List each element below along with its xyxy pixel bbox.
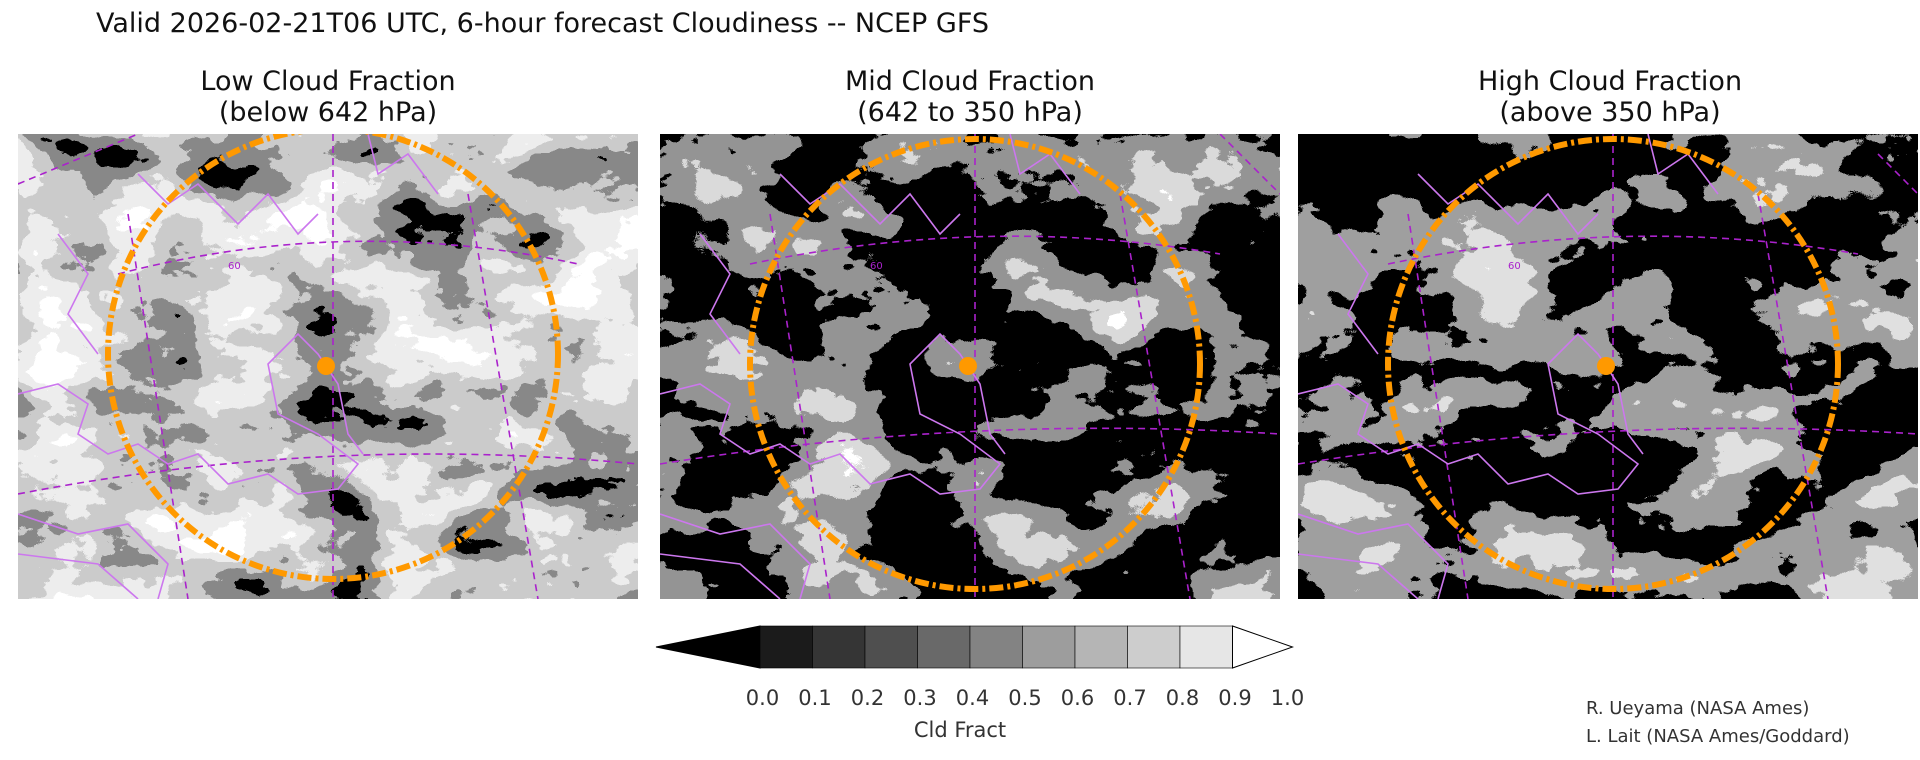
station-marker [1597, 357, 1615, 375]
colorbar-tick-label: 1.0 [1270, 686, 1305, 710]
colorbar-under-triangle [655, 625, 761, 669]
figure-title: Valid 2026-02-21T06 UTC, 6-hour forecast… [96, 8, 990, 39]
graticule-label: 60 [870, 261, 883, 272]
colorbar-segment [917, 625, 971, 669]
coastlines [18, 134, 439, 599]
colorbar-tick-label: 0.7 [1113, 686, 1147, 710]
range-ring [105, 134, 561, 582]
colorbar-tick-label: 0.2 [850, 686, 885, 710]
colorbar-segment [759, 625, 813, 669]
panel-title-line1: Mid Cloud Fraction [844, 66, 1095, 97]
panel-title-line2: (642 to 350 hPa) [857, 97, 1083, 128]
colorbar-tick-label: 0.0 [745, 686, 780, 710]
station-marker [317, 357, 335, 375]
credit-line-1: R. Ueyama (NASA Ames) [1586, 698, 1810, 719]
map-panel-mid: 60 [660, 134, 1280, 599]
colorbar-segment [969, 625, 1023, 669]
credit-line-2: L. Lait (NASA Ames/Goddard) [1586, 726, 1850, 747]
panel-title-line2: (below 642 hPa) [218, 97, 438, 128]
colorbar-segment [864, 625, 918, 669]
colorbar-tick-label: 0.5 [1008, 686, 1042, 710]
colorbar-label: Cld Fract [913, 718, 1007, 742]
colorbar-tick-label: 0.9 [1218, 686, 1252, 710]
graticule-label: 60 [1508, 261, 1521, 272]
panel-title-line1: High Cloud Fraction [1477, 66, 1743, 97]
colorbar [655, 625, 1305, 673]
colorbar-tick-label: 0.6 [1060, 686, 1095, 710]
panel-title-high: High Cloud Fraction (above 350 hPa) [1300, 66, 1920, 128]
colorbar-segment [1074, 625, 1128, 669]
coastlines [1298, 134, 1719, 599]
panel-title-mid: Mid Cloud Fraction (642 to 350 hPa) [660, 66, 1280, 128]
range-ring [747, 136, 1203, 592]
panel-title-line2: (above 350 hPa) [1499, 97, 1721, 128]
colorbar-tick-label: 0.1 [798, 686, 832, 710]
map-panel-low: 60 [18, 134, 638, 599]
colorbar-segment [812, 625, 866, 669]
graticule-label: 60 [228, 261, 241, 272]
coastlines [660, 134, 1081, 599]
colorbar-tick-label: 0.3 [903, 686, 937, 710]
colorbar-segment [1127, 625, 1181, 669]
map-panel-high: 60 [1298, 134, 1918, 599]
colorbar-tick-label: 0.4 [955, 686, 990, 710]
colorbar-segment [1179, 625, 1233, 669]
colorbar-tick-label: 0.8 [1165, 686, 1200, 710]
colorbar-segment [1022, 625, 1076, 669]
colorbar-over-triangle [1232, 625, 1295, 669]
panel-title-low: Low Cloud Fraction (below 642 hPa) [18, 66, 638, 128]
range-ring [1385, 136, 1841, 592]
station-marker [959, 357, 977, 375]
panel-title-line1: Low Cloud Fraction [200, 66, 456, 97]
